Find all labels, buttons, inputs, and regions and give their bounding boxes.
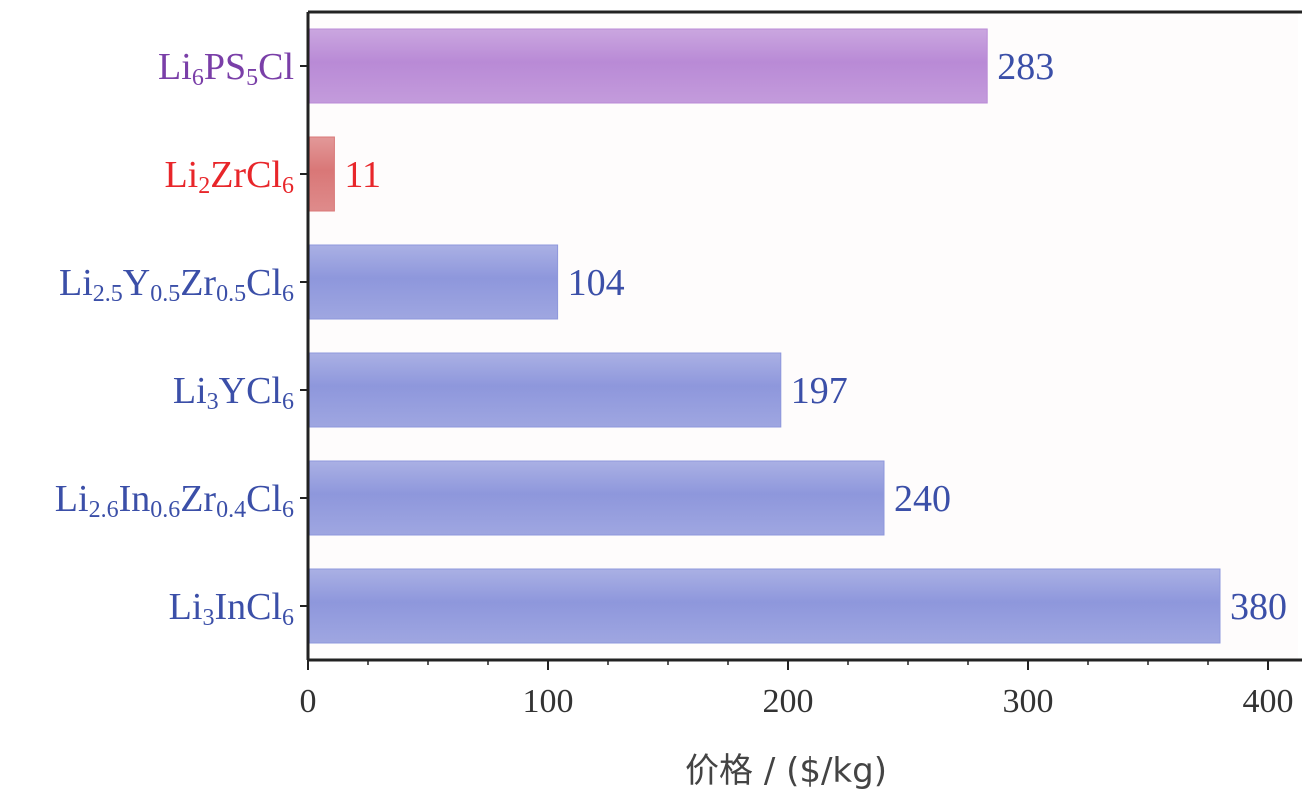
value-label-li3ycl6: 197 <box>791 370 848 412</box>
category-label-li2zrcl6: Li2ZrCl6 <box>164 154 294 199</box>
category-label-li6ps5cl: Li6PS5Cl <box>158 46 294 91</box>
value-label-li6ps5cl: 283 <box>997 46 1054 88</box>
value-label-li2.5y0.5zr0.5cl6: 104 <box>568 262 625 304</box>
bar-li6ps5cl <box>309 28 988 104</box>
x-tick-label-100: 100 <box>523 683 574 720</box>
x-tick-label-0: 0 <box>300 683 317 720</box>
bar-li3incl6 <box>309 568 1221 644</box>
bar-li2.6in0.6zr0.4cl6 <box>309 460 885 536</box>
category-label-li3incl6: Li3InCl6 <box>169 586 294 631</box>
category-label-li2.5y0.5zr0.5cl6: Li2.5Y0.5Zr0.5Cl6 <box>59 262 294 307</box>
plot-background <box>308 12 1298 660</box>
category-label-li3ycl6: Li3YCl6 <box>173 370 294 415</box>
x-tick-label-300: 300 <box>1003 683 1054 720</box>
value-label-li2zrcl6: 11 <box>344 154 381 196</box>
bar-li2.5y0.5zr0.5cl6 <box>309 244 559 320</box>
x-tick-label-400: 400 <box>1243 683 1294 720</box>
x-tick-label-200: 200 <box>763 683 814 720</box>
value-label-li2.6in0.6zr0.4cl6: 240 <box>894 478 951 520</box>
x-axis-title: 价格 / ($/kg) <box>685 751 887 791</box>
bar-li2zrcl6 <box>309 136 335 212</box>
category-label-li2.6in0.6zr0.4cl6: Li2.6In0.6Zr0.4Cl6 <box>55 478 294 523</box>
value-label-li3incl6: 380 <box>1230 586 1287 628</box>
bar-li3ycl6 <box>309 352 782 428</box>
